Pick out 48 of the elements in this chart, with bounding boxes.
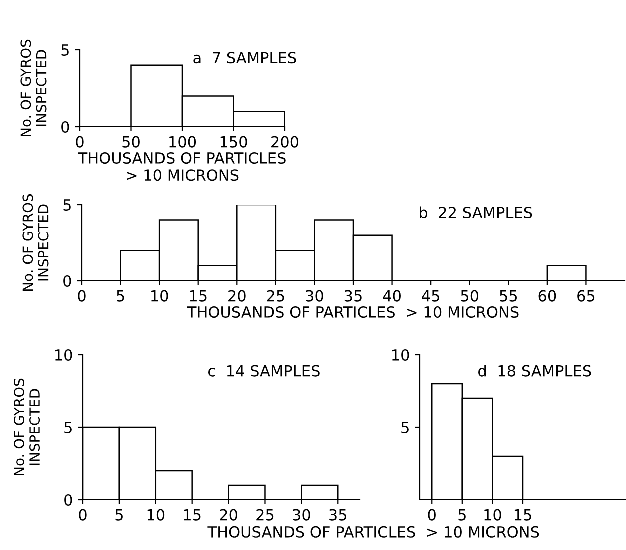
x-tick-label: 10 [148, 509, 165, 521]
x-tick-label: 45 [422, 290, 440, 302]
text: c 14 SAMPLES [208, 365, 320, 377]
x-tick-label: 35 [344, 290, 362, 302]
x-tick-label: 5 [117, 290, 124, 302]
x-tick-label: 50 [461, 290, 479, 302]
x-tick-label: 15 [190, 290, 207, 302]
x-tick-label: 0 [78, 290, 86, 302]
x-tick-label: 30 [306, 290, 324, 302]
x-tick-label: 0 [76, 136, 84, 148]
y-tick-label: 5 [62, 44, 69, 56]
chart-title: b 22 SAMPLES [420, 206, 532, 219]
y-tick-label: 0 [62, 121, 70, 134]
x-tick-label: 5 [116, 510, 123, 521]
x-tick-label: 5 [458, 510, 466, 521]
x-tick-label: 0 [428, 509, 436, 521]
x-tick-label: 25 [256, 509, 274, 521]
chart-title: a 7 SAMPLES [194, 52, 296, 64]
x-tick-label: 25 [267, 290, 284, 302]
x-tick-label: 15 [514, 510, 532, 521]
y-tick-label: 10 [56, 349, 72, 362]
y-axis-title: No. OF GYROS INSPECTED [20, 40, 47, 137]
x-tick-label: 150 [220, 136, 248, 148]
x-tick-label: 0 [79, 509, 87, 521]
x-tick-label: 65 [578, 290, 595, 302]
x-axis-title: THOUSANDS OF PARTICLES > 10 MICRONS [187, 306, 519, 318]
x-axis-title: THOUSANDS OF PARTICLES > 10 MICRONS [208, 526, 540, 538]
x-tick-label: 100 [170, 136, 196, 148]
x-tick-label: 15 [184, 510, 201, 521]
y-tick-label: 0 [64, 275, 72, 288]
x-tick-label: 50 [122, 136, 140, 148]
x-tick-label: 30 [293, 509, 310, 521]
x-tick-label: 55 [500, 290, 518, 302]
x-tick-label: 10 [484, 509, 502, 521]
x-tick-label: 200 [272, 136, 299, 148]
y-tick-label: 5 [64, 422, 72, 434]
x-axis-title: THOUSANDS OF PARTICLES > 10 MICRONS [78, 152, 286, 182]
y-axis-title: No. OF GYROS INSPECTED [14, 378, 40, 476]
x-tick-label: 20 [228, 290, 246, 302]
x-tick-label: 35 [330, 509, 347, 521]
x-tick-label: 20 [220, 509, 238, 521]
y-tick-label: 0 [64, 494, 72, 506]
text: d 18 SAMPLES [478, 365, 592, 377]
x-tick-label: 60 [538, 290, 556, 302]
x-tick-label: 40 [383, 290, 401, 302]
y-tick-label: 5 [64, 200, 71, 212]
x-tick-label: 10 [152, 290, 168, 302]
y-axis-title: No. OF GYROS INSPECTED [22, 194, 49, 292]
